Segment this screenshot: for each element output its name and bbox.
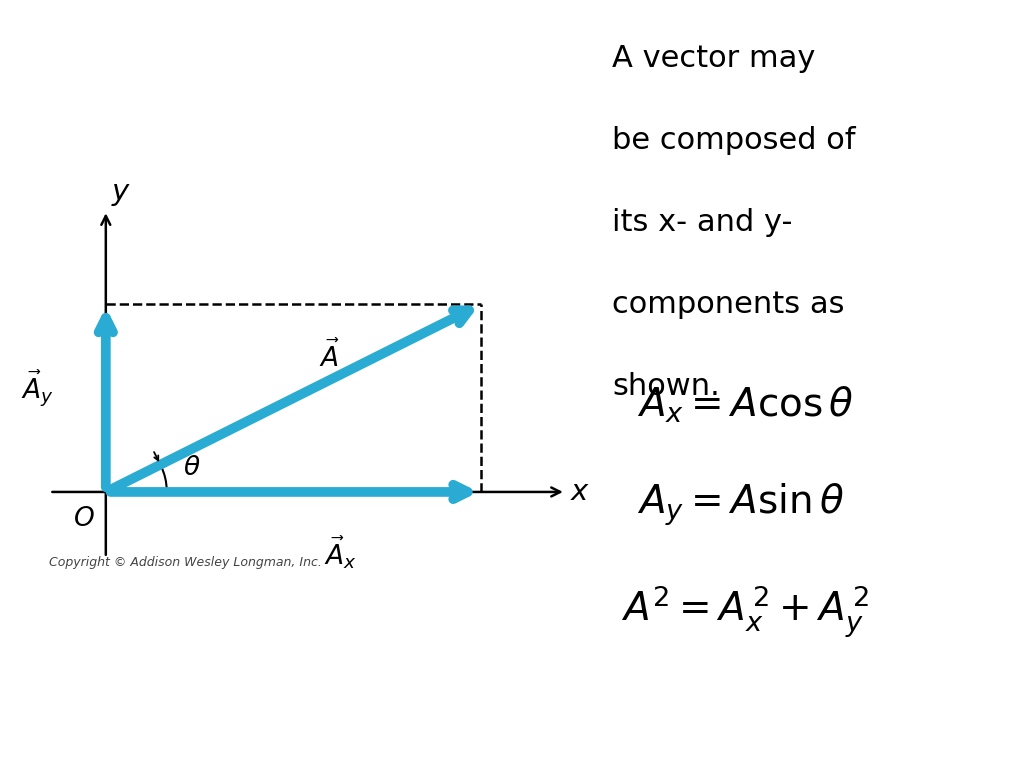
- Text: $\vec{A}$: $\vec{A}$: [319, 341, 340, 373]
- Text: $\vec{A}_y$: $\vec{A}_y$: [22, 369, 54, 409]
- Text: components as: components as: [612, 290, 845, 319]
- Text: $O$: $O$: [73, 506, 94, 532]
- Text: $A^2 = A_x^{\,2} + A_y^{\,2}$: $A^2 = A_x^{\,2} + A_y^{\,2}$: [621, 584, 868, 640]
- Text: be composed of: be composed of: [612, 126, 856, 155]
- Text: $A_y = A\sin\theta$: $A_y = A\sin\theta$: [637, 482, 844, 528]
- Text: $y$: $y$: [112, 180, 132, 208]
- Text: $x$: $x$: [570, 478, 591, 506]
- Text: its x- and y-: its x- and y-: [612, 208, 793, 237]
- Text: $A_x = A\cos\theta$: $A_x = A\cos\theta$: [637, 385, 854, 425]
- Text: $\vec{A}_x$: $\vec{A}_x$: [324, 535, 357, 571]
- Text: $\theta$: $\theta$: [182, 455, 201, 481]
- Text: shown.: shown.: [612, 372, 720, 402]
- Text: A vector may: A vector may: [612, 44, 816, 73]
- Text: Copyright © Addison Wesley Longman, Inc.: Copyright © Addison Wesley Longman, Inc.: [49, 556, 323, 569]
